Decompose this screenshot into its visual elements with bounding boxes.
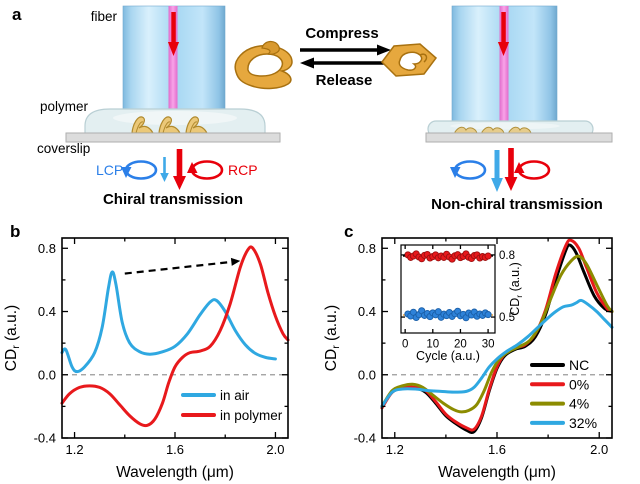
- y-axis-label: CDr (a.u.): [3, 305, 22, 371]
- fiber-core: [168, 6, 178, 126]
- series-4%: [380, 254, 614, 414]
- lcp-label: LCP: [96, 162, 123, 178]
- y-tick-label: 0.8: [358, 241, 376, 256]
- fiber-core: [499, 6, 509, 126]
- legend-label: in air: [220, 388, 250, 403]
- x-tick-label: 1.6: [166, 442, 184, 457]
- lcp-small-arrow-icon: [160, 157, 169, 182]
- polymer-dome: [84, 108, 266, 136]
- rcp-big-arrow-icon: [504, 148, 518, 191]
- chiral-assembly: fiber polymer coverslip LCP RCP Chiral t…: [37, 5, 281, 208]
- series-in polymer: [60, 245, 290, 428]
- y-tick-label: 0.4: [358, 304, 376, 319]
- panel-a-letter: a: [12, 5, 22, 24]
- compress-release-group: Compress Release: [234, 25, 438, 90]
- chiral-structures-icon: [131, 116, 209, 134]
- x-tick-label: 30: [482, 339, 495, 351]
- dome-highlight: [450, 122, 560, 130]
- compress-label: Compress: [305, 25, 378, 42]
- laser-arrow-icon: [167, 12, 180, 56]
- chart-c: 1.2 1.6 2.0 -0.4 0.0 0.4 0.8 Wavelength (μm) CDr…: [323, 237, 614, 481]
- x-axis-label: Wavelength (μm): [116, 464, 234, 481]
- y-tick-label: -0.4: [354, 431, 376, 446]
- legend-label: 4%: [569, 396, 589, 412]
- chiral-ring-3d-icon: [234, 40, 293, 90]
- data-point: [484, 311, 492, 319]
- x-tick-label: 1.6: [488, 442, 506, 457]
- x-tick-label: 0: [402, 339, 408, 351]
- nonchiral-caption: Non-chiral transmission: [431, 196, 603, 213]
- rcp-big-arrow-icon: [173, 149, 186, 190]
- flattened-structures-icon: [454, 126, 532, 134]
- legend-label: NC: [569, 357, 589, 373]
- rcp-circulation-icon: [187, 160, 224, 180]
- y-tick-label: 0.5: [499, 312, 515, 324]
- lcp-big-arrow-icon: [491, 150, 503, 192]
- series-in air: [60, 270, 277, 374]
- chart-b: 1.2 1.6 2.0 -0.4 0.0 0.4 0.8 Wavelength (μm) CDr…: [3, 237, 290, 481]
- laser-arrow-icon: [497, 12, 510, 56]
- y-tick-label: 0.4: [38, 304, 56, 319]
- x-tick-label: 1.2: [66, 442, 84, 457]
- data-point: [484, 252, 492, 260]
- release-label: Release: [316, 72, 373, 89]
- dome-highlight: [113, 111, 237, 125]
- x-axis-label: Cycle (a.u.): [416, 349, 480, 363]
- x-tick-label: 20: [454, 339, 467, 351]
- rcp-circulation-icon: [514, 160, 551, 180]
- y-tick-label: 0.0: [38, 367, 56, 382]
- lcp-circulation-icon: [450, 160, 487, 180]
- series-32%: [380, 298, 614, 408]
- annotation-arrowhead: [230, 257, 241, 266]
- lcp-circulation-icon: [121, 160, 158, 180]
- x-tick-label: 2.0: [266, 442, 284, 457]
- panel-b-chart: b 1.2 1.6 2.0 -0.4 0.0 0.4 0.8 Wavelength (μm) C…: [3, 222, 290, 481]
- y-tick-label: -0.4: [34, 431, 56, 446]
- x-axis-label: Wavelength (μm): [438, 464, 556, 481]
- y-axis-label: CDr (a.u.): [323, 305, 342, 371]
- fiber-label: fiber: [91, 9, 118, 24]
- y-tick-label: 0.8: [499, 250, 515, 262]
- rcp-label: RCP: [228, 162, 258, 178]
- polymer-label: polymer: [40, 99, 89, 114]
- x-tick-label: 1.2: [386, 442, 404, 457]
- chiral-caption: Chiral transmission: [103, 191, 243, 208]
- legend-label: 32%: [569, 415, 597, 431]
- y-axis-label: CDr (a.u.): [508, 262, 524, 316]
- annotation-arrow: [124, 260, 232, 275]
- legend-label: 0%: [569, 376, 589, 392]
- chart-c_inset: 0 10 20 30 0.5 0.8 Cycle (a.u.) CDr (a.u.): [400, 244, 524, 363]
- plot-frame: [400, 244, 496, 334]
- panel-c-letter: c: [344, 222, 353, 241]
- panel-a-diagram: a fiber polymer coverslip LCP: [12, 5, 613, 213]
- y-tick-label: 0.8: [38, 241, 56, 256]
- flattened-spiral-icon: [381, 43, 438, 77]
- panel-b-letter: b: [10, 222, 20, 241]
- legend-label: in polymer: [220, 408, 283, 423]
- x-tick-label: 2.0: [590, 442, 608, 457]
- coverslip-bar: [425, 132, 613, 143]
- equilibrium-arrows-icon: [300, 44, 391, 69]
- nonchiral-assembly: Non-chiral transmission: [425, 5, 613, 213]
- coverslip-label: coverslip: [37, 141, 90, 156]
- coverslip-bar: [65, 132, 281, 143]
- panel-c-chart: c 1.2 1.6 2.0 -0.4 0.0 0.4 0.8 Wavelength (μm) C…: [323, 222, 614, 481]
- y-tick-label: 0.0: [358, 367, 376, 382]
- x-tick-label: 10: [426, 339, 439, 351]
